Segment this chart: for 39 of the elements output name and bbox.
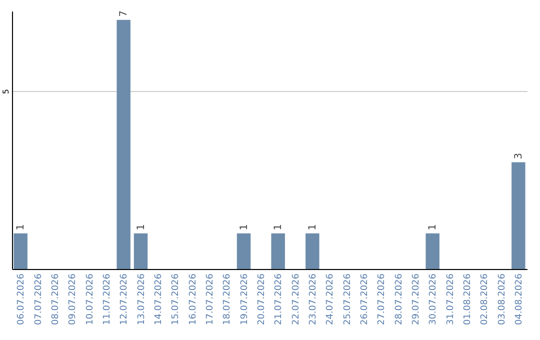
x-tick-label: 11.07.2026 [102, 273, 112, 326]
x-tick-label: 12.07.2026 [120, 273, 130, 326]
x-tick-label: 09.07.2026 [68, 273, 78, 326]
x-tick-label: 21.07.2026 [274, 273, 284, 326]
x-tick-label: 13.07.2026 [136, 273, 147, 326]
data-label: 7 [118, 10, 130, 17]
x-tick-label: 28.07.2026 [394, 273, 404, 326]
x-tick-label: 29.07.2026 [411, 273, 422, 326]
x-tick-label: 03.08.2026 [497, 273, 508, 326]
data-label: 1 [16, 224, 27, 230]
x-tick-label: 30.07.2026 [428, 273, 439, 326]
x-tick-label: 27.07.2026 [377, 273, 388, 326]
x-tick-label: 19.07.2026 [240, 273, 250, 326]
x-tick-label: 25.07.2026 [342, 273, 353, 326]
y-tick-label: 5 [2, 89, 10, 94]
data-label: 3 [513, 152, 524, 160]
x-tick-label: 04.08.2026 [514, 273, 524, 326]
x-tick-label: 20.07.2026 [256, 273, 267, 326]
x-tick-label: 06.07.2026 [16, 273, 27, 326]
data-label: 1 [307, 224, 318, 230]
data-label: 1 [136, 224, 147, 230]
x-tick-label: 15.07.2026 [171, 273, 182, 326]
x-tick-label: 08.07.2026 [50, 273, 61, 326]
x-tick-label: 07.07.2026 [34, 273, 44, 326]
data-label: 1 [428, 224, 439, 230]
x-tick-label: 14.07.2026 [154, 273, 164, 326]
data-label: 1 [273, 224, 284, 230]
x-tick-label: 18.07.2026 [222, 273, 233, 326]
x-tick-label: 10.07.2026 [85, 273, 96, 326]
x-tick-label: 01.08.2026 [462, 273, 473, 326]
x-tick-label: 16.07.2026 [188, 273, 198, 326]
x-tick-label: 31.07.2026 [446, 273, 456, 326]
data-label: 1 [238, 224, 250, 230]
x-tick-label: 02.08.2026 [480, 273, 490, 326]
x-tick-label: 22.07.2026 [291, 273, 302, 326]
x-tick-label: 24.07.2026 [326, 273, 336, 326]
x-tick-label: 26.07.2026 [360, 273, 370, 326]
x-tick-label: 17.07.2026 [205, 273, 216, 326]
x-tick-label: 23.07.2026 [308, 273, 318, 326]
